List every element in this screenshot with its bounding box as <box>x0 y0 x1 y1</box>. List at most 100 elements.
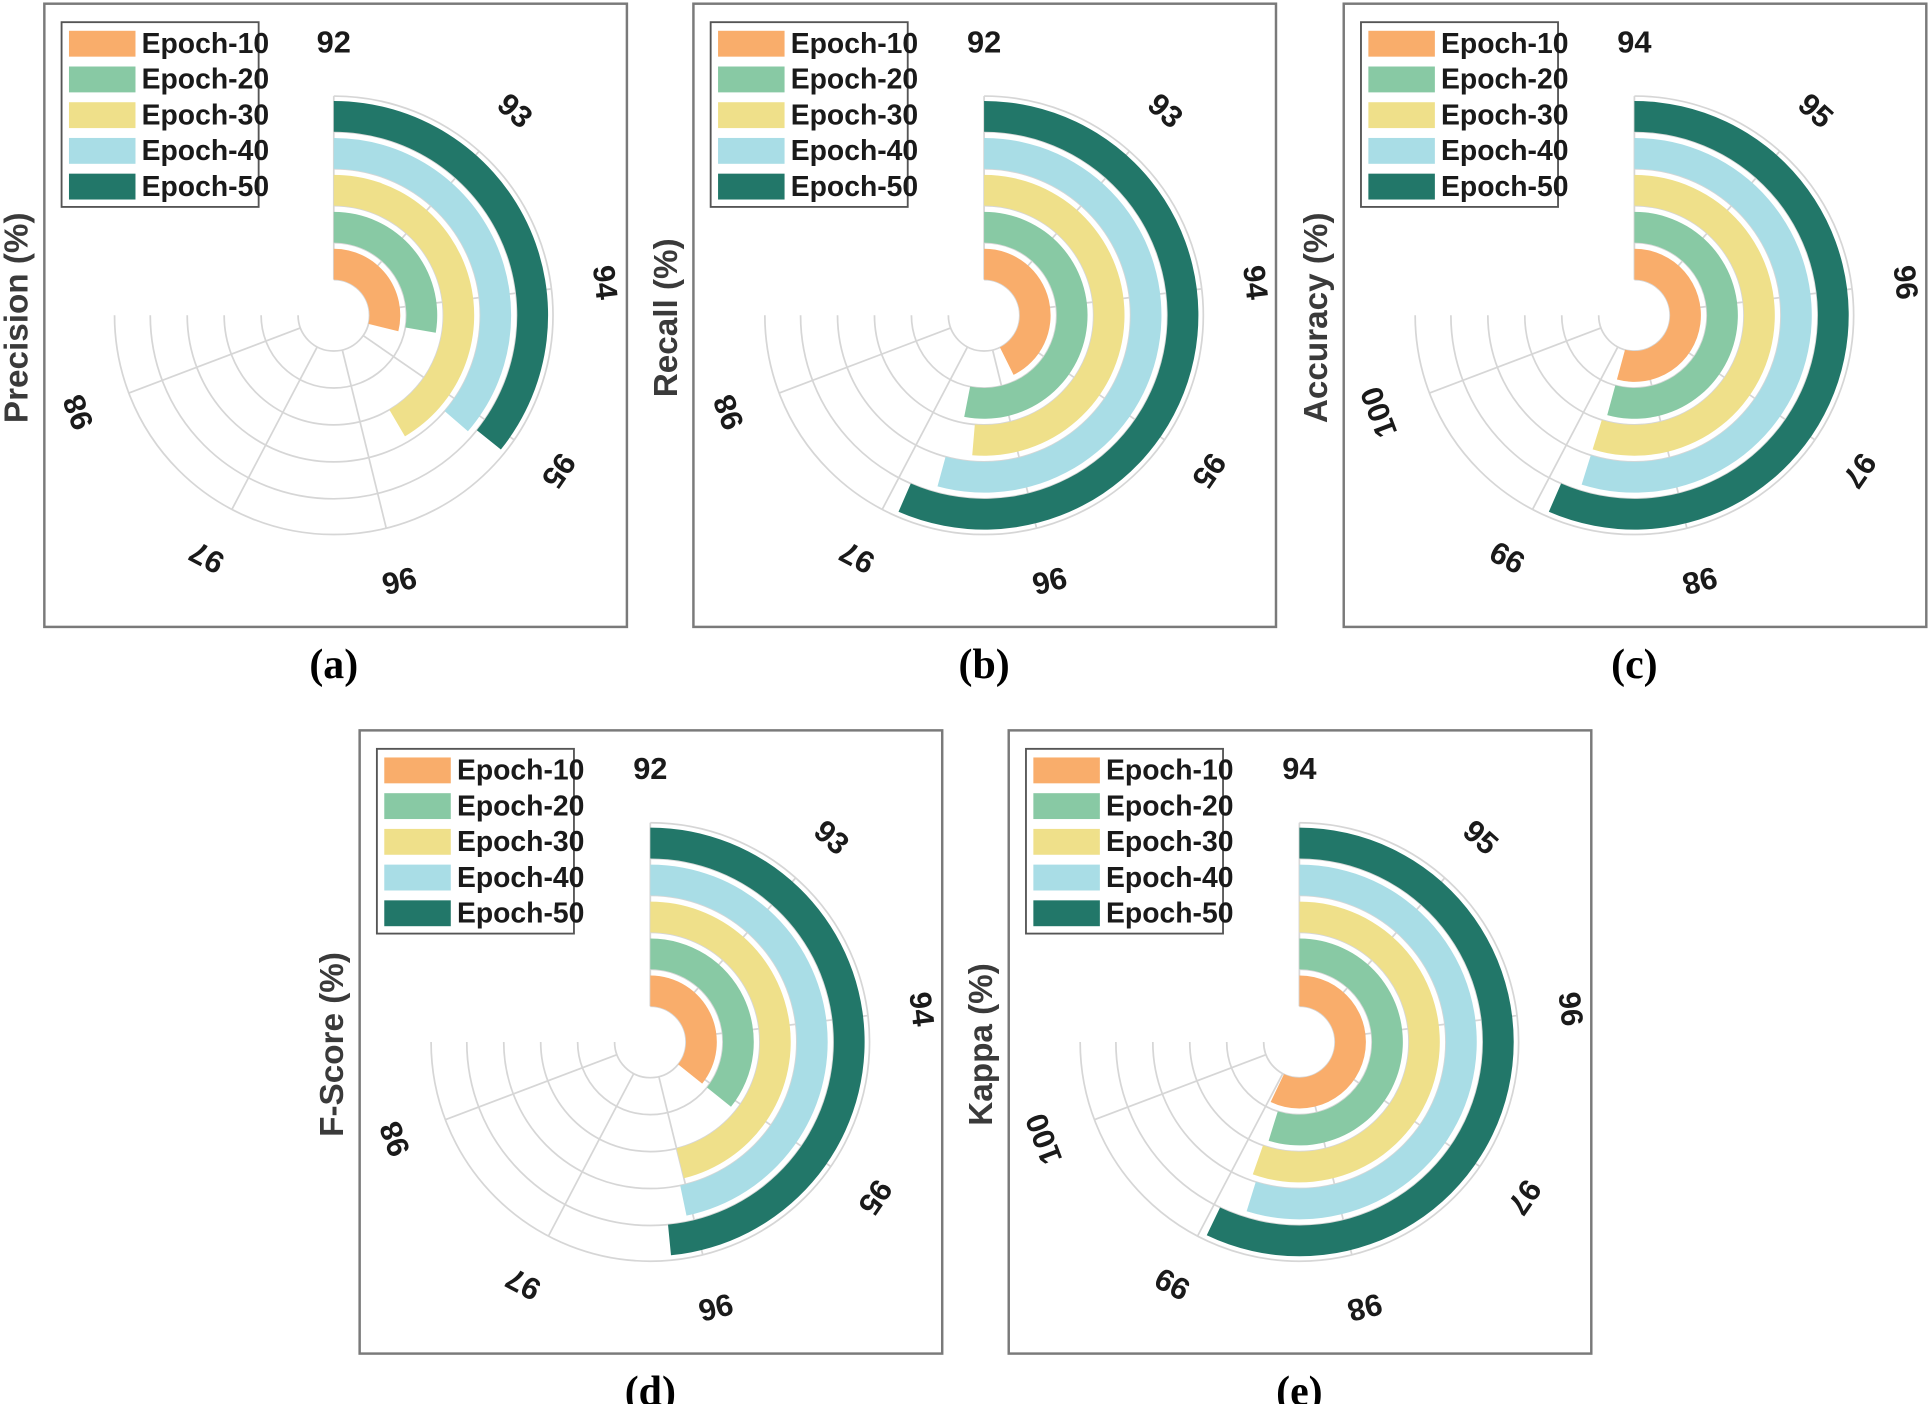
grid-ring <box>1486 167 1782 463</box>
legend-entry: Epoch-40 <box>457 862 584 894</box>
legend-entry: Epoch-20 <box>457 790 584 822</box>
legend-entry: Epoch-20 <box>1106 790 1233 822</box>
bar-epoch-30 <box>972 174 1125 456</box>
grid-ring <box>1151 894 1447 1190</box>
legend-entry: Epoch-40 <box>1441 135 1568 167</box>
y-axis-label: Accuracy (%) <box>1298 212 1335 423</box>
grid-ring <box>113 95 554 536</box>
bar-epoch-10 <box>1270 975 1366 1109</box>
legend-entry: Epoch-50 <box>1106 898 1233 930</box>
tick-label: 96 <box>1551 990 1590 1028</box>
legend-entry: Epoch-10 <box>1441 28 1568 60</box>
tick-label: 98 <box>1679 560 1721 602</box>
legend-swatch <box>1033 900 1100 927</box>
grid-spoke <box>128 327 301 394</box>
legend-entry: Epoch-30 <box>1106 826 1233 858</box>
legend-swatch <box>68 137 136 164</box>
legend-entry: Epoch-50 <box>457 898 584 930</box>
legend-swatch <box>1033 793 1100 820</box>
tick-label: 96 <box>378 560 420 602</box>
panel-caption: (b) <box>959 642 1010 688</box>
tick-label: 96 <box>695 1286 737 1328</box>
panel-caption: (c) <box>1611 642 1657 688</box>
y-axis-label: F-Score (%) <box>314 952 351 1137</box>
legend-swatch <box>384 793 451 820</box>
bar-epoch-30 <box>333 174 475 437</box>
legend-entry: Epoch-30 <box>457 826 584 858</box>
grid-ring <box>1115 857 1484 1227</box>
legend-swatch <box>718 173 785 200</box>
legend-entry: Epoch-10 <box>791 28 918 60</box>
bar-epoch-20 <box>1607 211 1738 419</box>
grid-ring <box>836 167 1132 463</box>
legend-swatch <box>1033 757 1100 784</box>
bar-epoch-10 <box>984 248 1051 375</box>
grid-ring <box>465 857 835 1227</box>
grid-ring <box>186 167 482 463</box>
panel-caption: (d) <box>625 1369 676 1404</box>
grid-spoke <box>1531 346 1619 510</box>
legend-swatch <box>384 828 451 855</box>
bar-epoch-10 <box>1616 248 1701 382</box>
legend-entry: Epoch-30 <box>1441 99 1568 131</box>
bar-epoch-10 <box>650 975 717 1084</box>
legend-swatch <box>384 900 451 927</box>
legend-swatch <box>1033 864 1100 891</box>
legend-swatch <box>1033 828 1100 855</box>
legend-entry: Epoch-50 <box>791 171 918 203</box>
legend-swatch <box>718 102 785 129</box>
legend-swatch <box>384 864 451 891</box>
bar-epoch-30 <box>650 901 791 1179</box>
legend-swatch <box>1368 30 1435 57</box>
grid-ring <box>799 130 1169 500</box>
y-axis-label: Kappa (%) <box>963 963 1000 1126</box>
legend-swatch <box>1368 102 1435 129</box>
grid-spoke <box>881 346 969 510</box>
legend-swatch <box>1368 173 1435 200</box>
grid-spoke <box>231 346 318 510</box>
legend-swatch <box>1368 137 1435 164</box>
bar-epoch-40 <box>333 137 512 432</box>
legend-swatch <box>68 102 136 129</box>
legend-entry: Epoch-50 <box>1441 171 1568 203</box>
grid-spoke <box>341 349 388 529</box>
grid-spoke <box>1429 327 1602 394</box>
grid-ring <box>1079 821 1520 1263</box>
legend-entry: Epoch-30 <box>791 99 918 131</box>
legend-swatch <box>68 30 136 57</box>
legend-entry: Epoch-20 <box>142 64 269 96</box>
bar-epoch-10 <box>333 248 401 332</box>
tick-label: 98 <box>1344 1286 1386 1328</box>
legend-entry: Epoch-20 <box>1441 64 1568 96</box>
y-axis-label: Precision (%) <box>0 212 36 423</box>
legend-swatch <box>68 66 136 93</box>
tick-label: 94 <box>1236 263 1275 301</box>
tick-label: 94 <box>1282 751 1316 786</box>
bar-epoch-20 <box>650 938 754 1107</box>
tick-label: 94 <box>1617 24 1651 59</box>
legend-entry: Epoch-40 <box>1106 862 1233 894</box>
bar-epoch-20 <box>1268 938 1403 1146</box>
tick-label: 94 <box>902 990 941 1028</box>
legend-swatch <box>718 66 785 93</box>
legend-entry: Epoch-10 <box>457 755 584 787</box>
grid-ring <box>430 821 871 1263</box>
legend-entry: Epoch-40 <box>142 135 269 167</box>
grid-spoke <box>778 327 951 394</box>
tick-label: 94 <box>586 263 625 301</box>
legend-entry: Epoch-40 <box>791 135 918 167</box>
grid-ring <box>1450 130 1819 500</box>
grid-spoke <box>445 1053 618 1121</box>
grid-ring <box>1414 95 1855 536</box>
grid-ring <box>149 130 519 500</box>
panel-caption: (e) <box>1276 1369 1322 1404</box>
tick-label: 96 <box>1029 560 1071 602</box>
bar-epoch-50 <box>333 100 549 450</box>
y-axis-label: Recall (%) <box>648 238 685 397</box>
legend-swatch <box>1368 66 1435 93</box>
